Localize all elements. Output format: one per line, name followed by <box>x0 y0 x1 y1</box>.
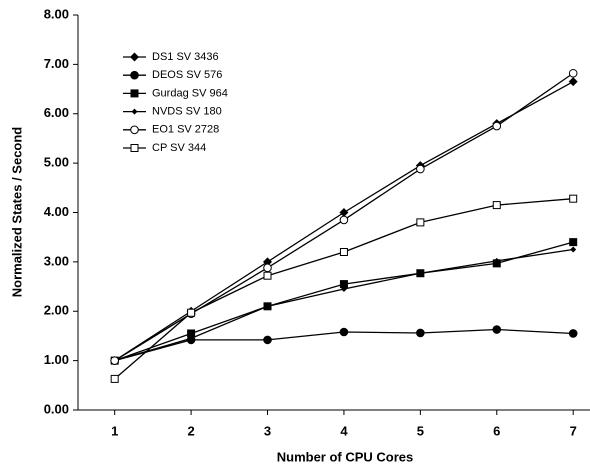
marker <box>263 257 273 267</box>
legend-label: EO1 SV 2728 <box>152 124 219 136</box>
y-tick-label: 6.00 <box>44 105 69 120</box>
x-tick-label: 5 <box>417 423 424 438</box>
x-tick-label: 6 <box>493 423 500 438</box>
y-tick-label: 5.00 <box>44 155 69 170</box>
marker <box>110 374 119 383</box>
marker <box>569 194 578 203</box>
legend-marker <box>130 52 139 62</box>
marker <box>110 356 119 365</box>
y-tick-label: 0.00 <box>44 401 69 416</box>
marker <box>263 263 272 273</box>
marker <box>492 325 502 334</box>
marker <box>339 208 349 217</box>
marker <box>492 201 501 210</box>
marker <box>339 248 348 256</box>
marker <box>339 327 349 337</box>
marker <box>570 246 577 253</box>
legend-label: CP SV 344 <box>152 142 206 154</box>
x-tick-label: 7 <box>570 423 577 438</box>
marker <box>263 271 272 280</box>
marker <box>493 257 500 264</box>
y-tick-label: 1.00 <box>44 352 69 367</box>
marker <box>340 286 347 293</box>
marker <box>264 303 271 310</box>
y-axis-title: Normalized States / Second <box>9 127 24 298</box>
y-tick-label: 3.00 <box>44 253 69 268</box>
y-tick-label: 4.00 <box>44 204 69 219</box>
legend-marker <box>130 70 139 80</box>
marker <box>568 77 578 87</box>
y-tick-label: 7.00 <box>44 56 69 71</box>
marker <box>416 164 425 174</box>
marker <box>492 121 502 131</box>
legend-label: Gurdag SV 964 <box>152 87 228 99</box>
marker <box>416 218 425 227</box>
x-tick-label: 4 <box>340 423 348 438</box>
series-line <box>114 248 574 362</box>
legend-marker <box>131 108 138 115</box>
legend-label: NVDS SV 180 <box>152 106 222 118</box>
marker <box>339 215 349 225</box>
marker <box>569 238 578 247</box>
y-tick-label: 8.00 <box>44 6 69 21</box>
marker <box>568 68 578 78</box>
x-tick-label: 1 <box>111 423 118 438</box>
legend-marker <box>130 144 139 152</box>
marker <box>263 335 272 345</box>
marker <box>417 270 424 277</box>
x-tick-label: 3 <box>264 423 271 438</box>
marker <box>568 329 578 338</box>
marker <box>416 328 425 338</box>
marker <box>188 335 195 342</box>
x-axis-title: Number of CPU Cores <box>277 449 414 464</box>
legend-marker <box>130 125 139 135</box>
y-tick-label: 2.00 <box>44 303 69 318</box>
legend-label: DEOS SV 576 <box>152 69 222 81</box>
legend-marker <box>130 89 139 98</box>
x-tick-label: 2 <box>187 423 194 438</box>
marker <box>187 308 196 317</box>
legend-label: DS1 SV 3436 <box>152 51 219 63</box>
